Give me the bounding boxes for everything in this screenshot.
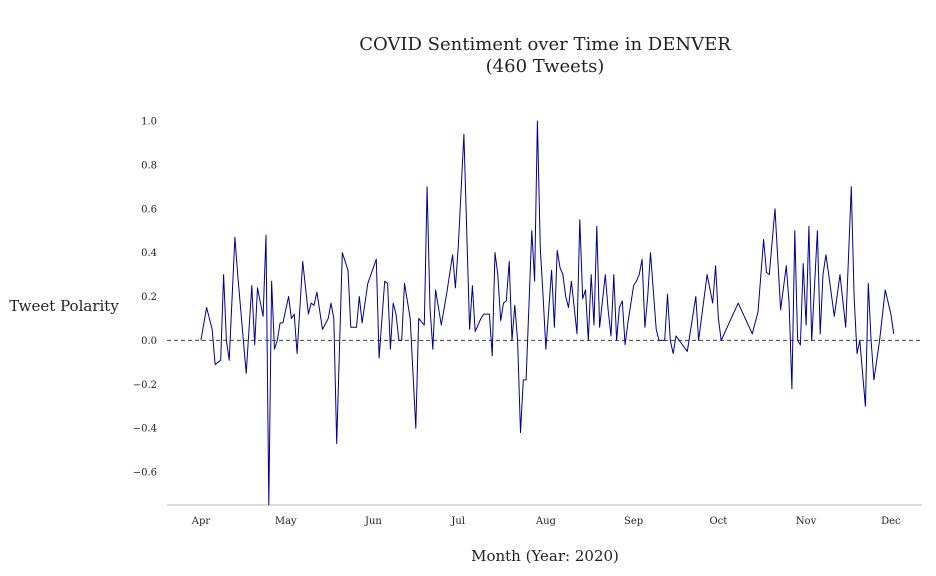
y-tick-label: −0.6 <box>133 468 157 479</box>
x-tick-label: Apr <box>191 516 211 527</box>
x-tick-label: Oct <box>709 516 727 527</box>
y-tick-label: 0.6 <box>141 204 157 215</box>
x-tick-label: May <box>275 516 297 527</box>
y-axis-ticks: 1.0 0.8 0.6 0.4 0.2 0.0 −0.2 −0.4 −0.6 <box>133 116 157 478</box>
x-tick-label: Nov <box>796 516 817 527</box>
y-tick-label: 0.0 <box>141 336 157 347</box>
x-tick-label: Dec <box>881 516 901 527</box>
y-tick-label: 0.2 <box>141 292 157 303</box>
y-tick-label: 0.8 <box>141 160 157 171</box>
x-axis-ticks: Apr May Jun Jul Aug Sep Oct Nov Dec <box>191 516 901 527</box>
x-tick-label: Jul <box>450 516 465 527</box>
x-tick-label: Aug <box>535 516 557 527</box>
y-tick-label: −0.2 <box>133 380 157 391</box>
y-tick-label: 1.0 <box>141 116 157 127</box>
y-tick-label: −0.4 <box>133 424 157 435</box>
y-tick-label: 0.4 <box>141 248 157 259</box>
chart-title-line-1: COVID Sentiment over Time in DENVER <box>359 34 731 55</box>
x-tick-label: Jun <box>364 516 382 527</box>
x-axis-title: Month (Year: 2020) <box>471 547 619 565</box>
chart-title-line-2: (460 Tweets) <box>486 56 605 77</box>
series-line-tweet-polarity <box>200 120 895 506</box>
y-axis-title: Tweet Polarity <box>9 297 119 315</box>
x-tick-label: Sep <box>624 516 643 527</box>
